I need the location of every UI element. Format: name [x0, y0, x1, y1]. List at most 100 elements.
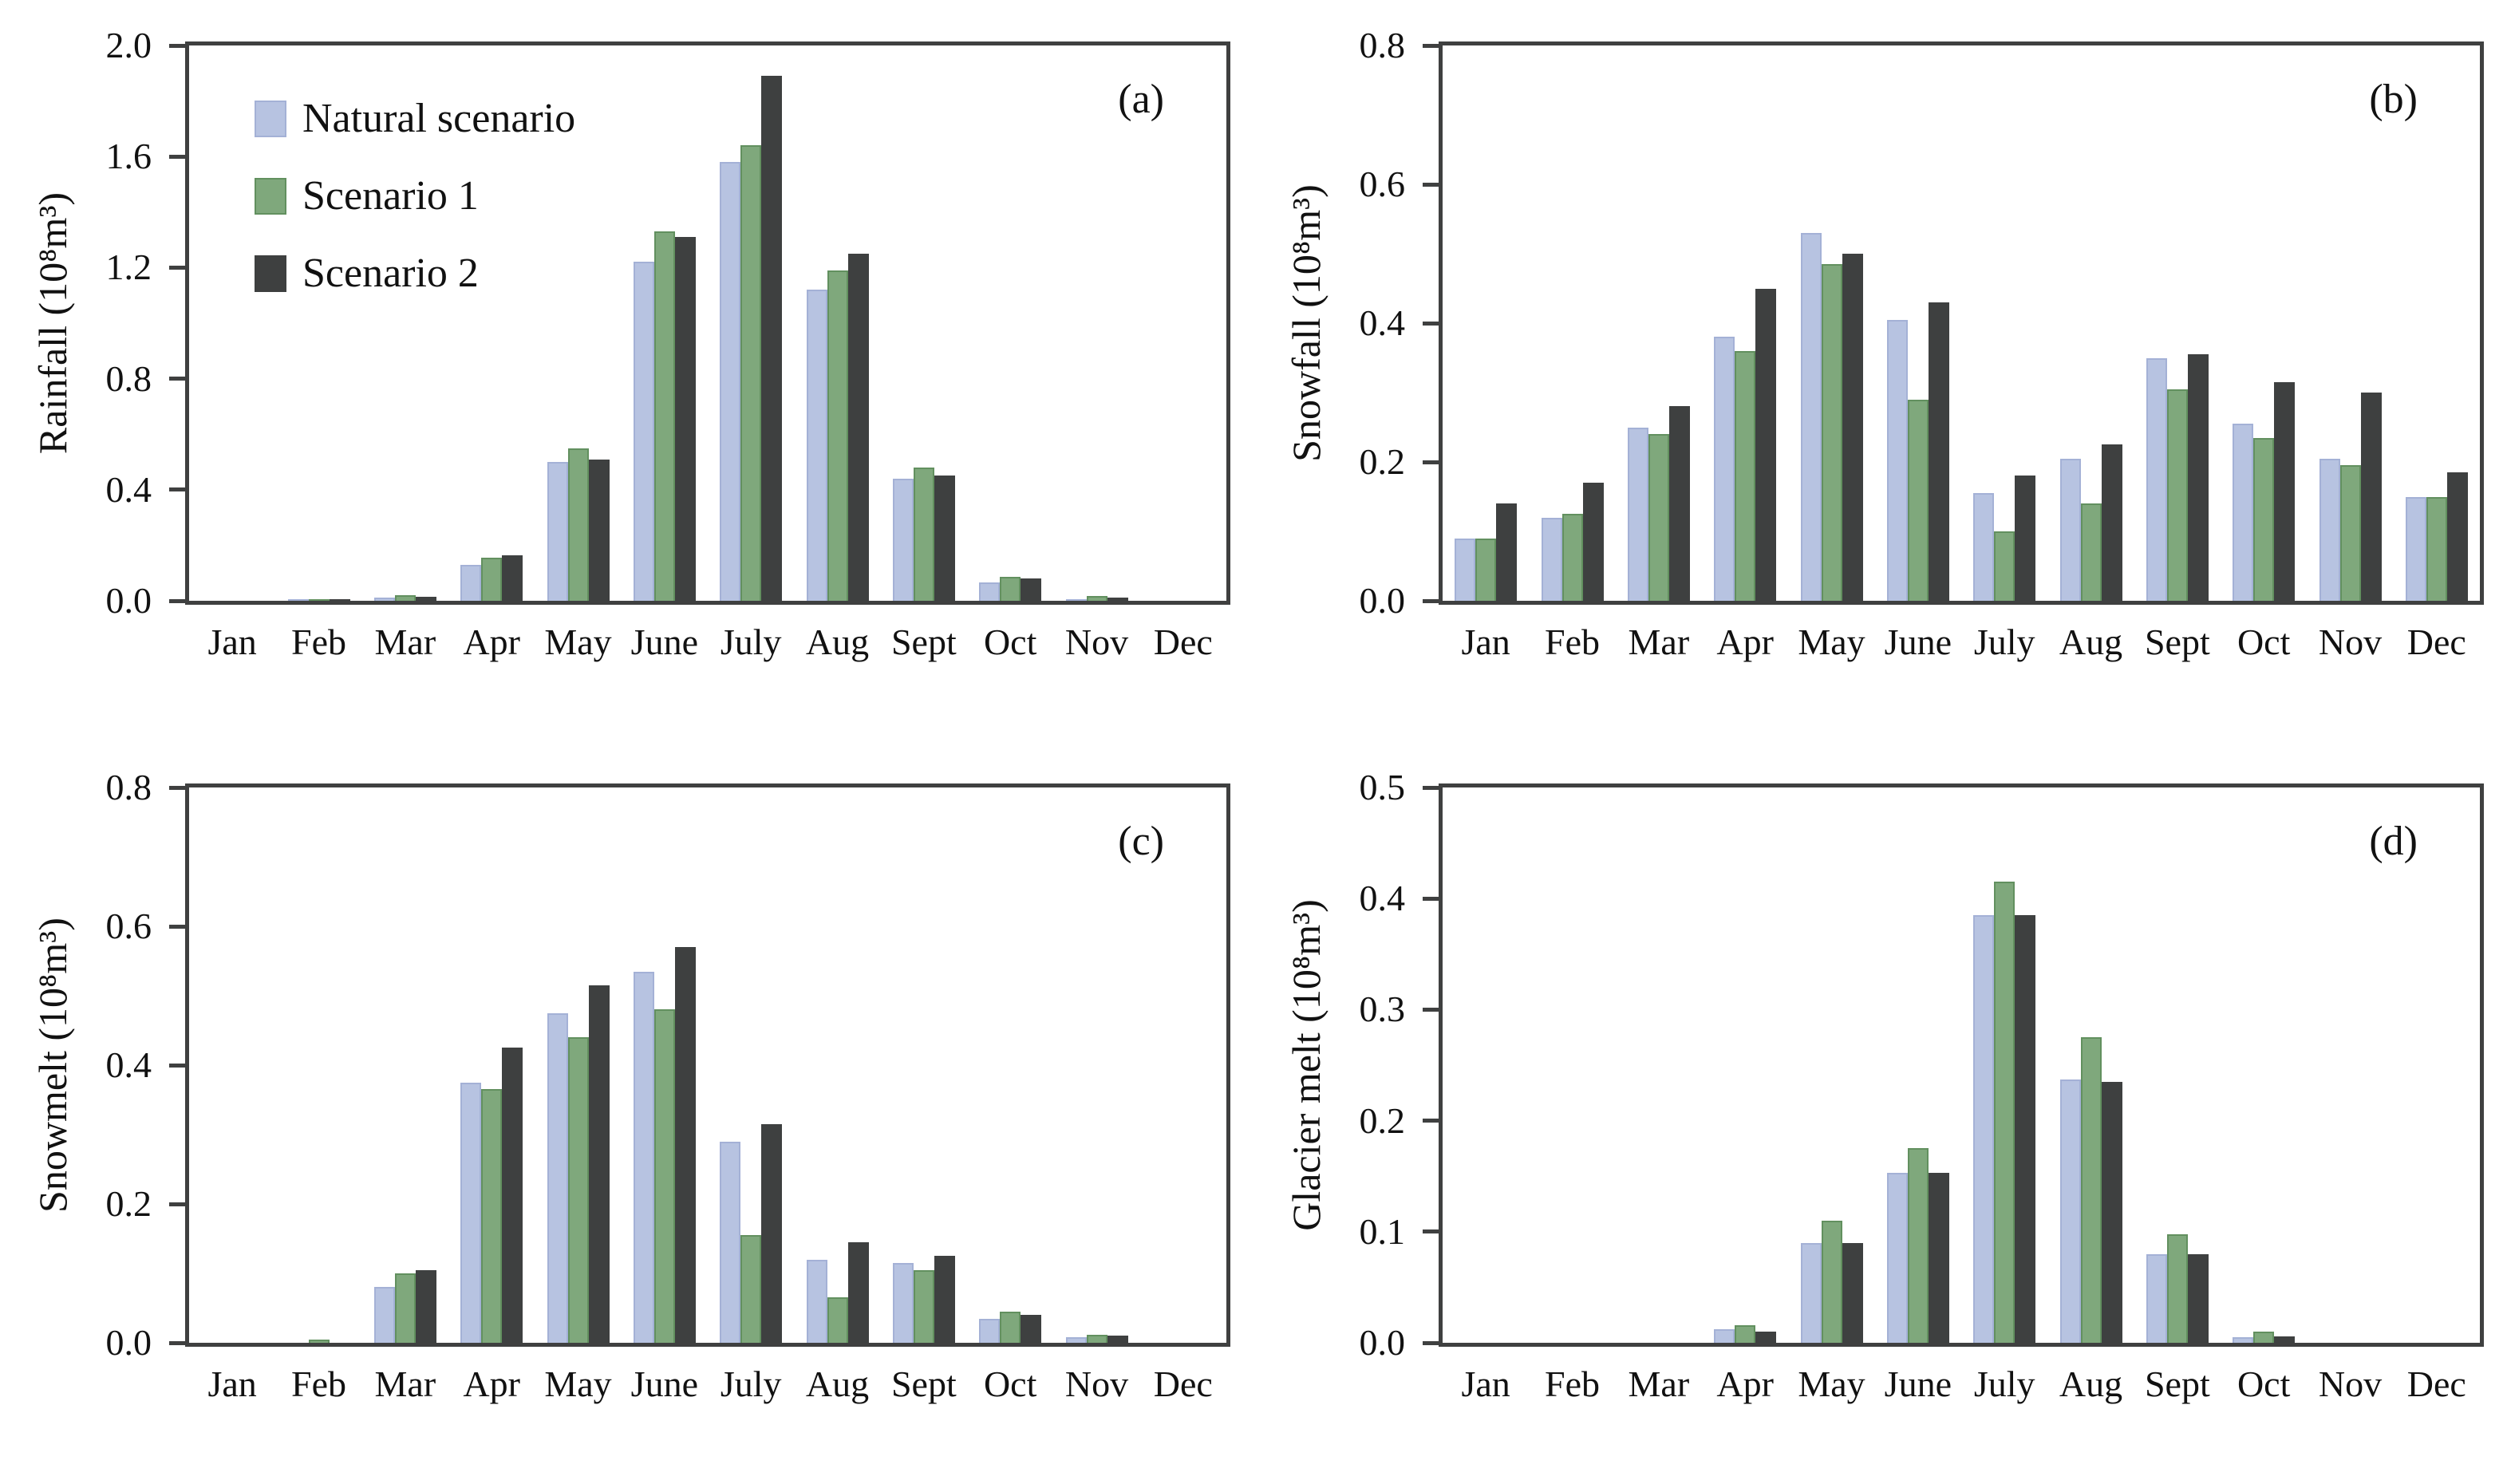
x-tick-label-sept: Sept — [2144, 1364, 2210, 1404]
x-tick-label-mar: Mar — [374, 1364, 436, 1404]
bar-july-series0 — [720, 1141, 741, 1343]
bar-oct-series0 — [2233, 424, 2254, 601]
bar-sept-series1 — [913, 1269, 934, 1343]
y-tick-label: 0.5 — [1359, 767, 1406, 807]
bar-oct-series2 — [2274, 1336, 2296, 1343]
y-tick-mark — [1423, 1007, 1442, 1012]
x-tick-label-oct: Oct — [983, 1364, 1037, 1404]
y-tick-label: 0.0 — [105, 580, 152, 621]
bar-sept-series2 — [2187, 1253, 2209, 1343]
bar-apr-series2 — [1755, 288, 1777, 601]
x-tick-label-feb: Feb — [1545, 1364, 1600, 1404]
y-tick-mark — [1423, 785, 1442, 790]
bar-apr-series0 — [1714, 1329, 1735, 1343]
y-tick-mark — [1423, 896, 1442, 901]
bar-feb-series0 — [1541, 517, 1562, 601]
bar-dec-series0 — [2405, 496, 2426, 601]
bar-aug-series2 — [847, 254, 869, 601]
x-tick-label-mar: Mar — [1628, 622, 1690, 662]
y-tick-label: 0.2 — [1359, 441, 1406, 482]
legend-item-scenario-2: Scenario 2 — [255, 250, 575, 297]
x-tick-label-sept: Sept — [2144, 622, 2210, 662]
y-tick-mark — [169, 265, 188, 270]
y-tick-label: 2.0 — [105, 25, 152, 65]
bar-apr-series0 — [460, 1082, 482, 1343]
x-tick-label-july: July — [720, 1364, 782, 1404]
y-tick-label: 0.4 — [105, 468, 152, 510]
bar-aug-series1 — [2080, 1037, 2102, 1343]
bar-sept-series0 — [2146, 1253, 2167, 1343]
x-tick-label-aug: Aug — [805, 1364, 870, 1404]
y-axis-label-rainfall: Rainfall (10⁸m³) — [30, 191, 75, 455]
y-tick-label: 0.2 — [105, 1183, 152, 1224]
panel-letter-a: (a) — [1118, 77, 1164, 122]
y-tick-label: 0.4 — [105, 1044, 152, 1085]
bar-sept-series0 — [2146, 357, 2167, 601]
bar-may-series1 — [567, 448, 589, 601]
x-tick-label-apr: Apr — [463, 1364, 520, 1404]
x-tick-label-may: May — [544, 622, 612, 662]
x-tick-label-feb: Feb — [291, 622, 346, 662]
y-tick-label: 0.0 — [1359, 1322, 1406, 1363]
x-tick-label-july: July — [1973, 1364, 2035, 1404]
bar-aug-series1 — [2080, 503, 2102, 601]
x-tick-label-oct: Oct — [983, 622, 1037, 662]
y-tick-label: 0.8 — [105, 357, 152, 399]
bar-june-series0 — [1886, 1173, 1908, 1343]
bar-oct-series2 — [1021, 578, 1042, 601]
bar-sept-series0 — [892, 1262, 914, 1343]
bar-nov-series2 — [1107, 597, 1128, 601]
bar-oct-series1 — [2253, 437, 2275, 601]
bar-feb-series1 — [1561, 514, 1583, 601]
x-tick-label-oct: Oct — [2237, 1364, 2291, 1404]
bar-oct-series1 — [1000, 577, 1021, 601]
bar-oct-series0 — [979, 1318, 1001, 1343]
x-tick-label-may: May — [544, 1364, 612, 1404]
bar-july-series1 — [1994, 531, 2015, 601]
bar-mar-series0 — [373, 597, 395, 601]
x-tick-label-apr: Apr — [1716, 622, 1774, 662]
legend-label-natural-scenario: Natural scenario — [302, 96, 576, 141]
bar-feb-series2 — [329, 599, 350, 601]
bar-jan-series2 — [1496, 503, 1518, 601]
y-tick-label: 0.0 — [105, 1322, 152, 1363]
x-tick-label-sept: Sept — [890, 622, 957, 662]
bar-mar-series2 — [415, 1269, 436, 1343]
x-tick-label-may: May — [1798, 622, 1865, 662]
bar-apr-series1 — [481, 1089, 503, 1343]
panel-glacier-melt: Glacier melt (10⁸m³) (d) 0.5 0.4 0.3 0.2 0.1… — [1254, 742, 2507, 1484]
y-tick-mark — [169, 1202, 188, 1206]
bar-july-series1 — [740, 1235, 762, 1343]
x-tick-label-june: June — [630, 622, 698, 662]
x-tick-label-jan: Jan — [207, 1364, 257, 1404]
bar-oct-series1 — [2253, 1332, 2275, 1343]
bar-feb-series0 — [287, 599, 309, 601]
bar-dec-series1 — [2426, 496, 2447, 601]
y-tick-label: 1.2 — [105, 247, 152, 288]
bar-june-series1 — [1907, 399, 1929, 601]
x-tick-label-july: July — [720, 622, 782, 662]
x-tick-label-jan: Jan — [1461, 622, 1510, 662]
bar-may-series1 — [567, 1037, 589, 1343]
x-tick-label-dec: Dec — [1153, 1364, 1213, 1404]
y-tick-mark — [169, 1063, 188, 1068]
bar-aug-series0 — [2059, 1079, 2081, 1343]
x-tick-label-aug: Aug — [2059, 622, 2123, 662]
y-tick-label: 0.6 — [105, 906, 152, 946]
x-tick-label-jan: Jan — [207, 622, 257, 662]
y-tick-mark — [1423, 1119, 1442, 1123]
bar-nov-series1 — [2339, 465, 2361, 601]
bar-apr-series1 — [1735, 1324, 1756, 1343]
y-tick-label: 0.0 — [1359, 580, 1406, 621]
bar-aug-series2 — [2101, 444, 2122, 601]
x-tick-label-apr: Apr — [1716, 1364, 1774, 1404]
bar-june-series2 — [1928, 1173, 1949, 1343]
bar-sept-series1 — [2166, 1233, 2188, 1343]
x-tick-label-dec: Dec — [2406, 1364, 2466, 1404]
y-tick-mark — [169, 487, 188, 492]
y-tick-mark — [169, 598, 188, 603]
legend-swatch-scenario-1 — [255, 177, 286, 215]
bar-aug-series0 — [2059, 458, 2081, 601]
bar-feb-series2 — [1582, 483, 1604, 601]
y-tick-mark — [1423, 1340, 1442, 1345]
